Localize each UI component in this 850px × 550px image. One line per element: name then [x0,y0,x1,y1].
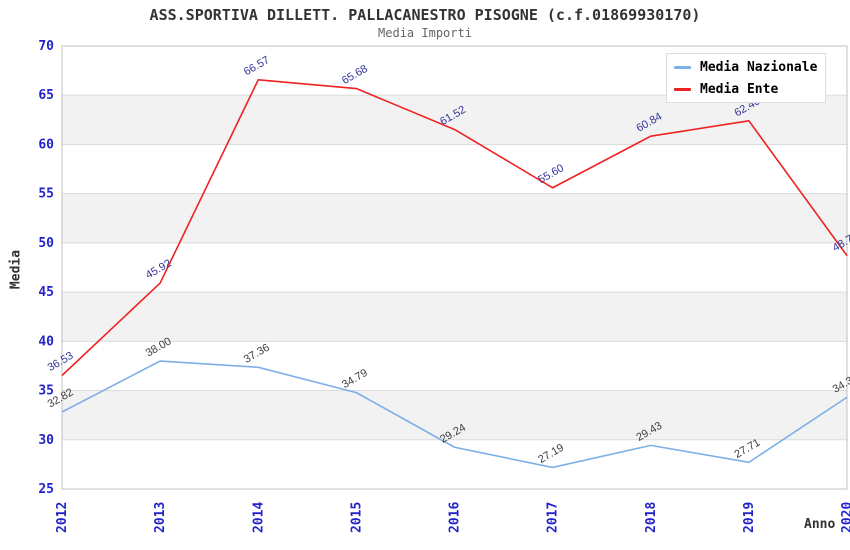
legend-item-media-nazionale: Media Nazionale [674,60,825,75]
legend-item-media-ente: Media Ente [674,82,825,97]
legend-line-icon [674,87,691,91]
svg-text:50: 50 [38,236,54,251]
svg-text:2013: 2013 [153,502,168,533]
svg-text:2015: 2015 [349,502,364,533]
svg-text:2019: 2019 [742,502,757,533]
svg-text:45.92: 45.92 [144,257,174,281]
legend: Media Nazionale Media Ente [666,53,826,103]
svg-text:66.57: 66.57 [242,54,272,78]
legend-label: Media Ente [700,81,779,97]
svg-text:65.68: 65.68 [340,63,370,87]
svg-text:30: 30 [38,433,54,448]
svg-text:25: 25 [38,482,54,497]
svg-text:2016: 2016 [448,502,463,533]
svg-text:2012: 2012 [55,502,70,533]
svg-text:45: 45 [38,285,54,300]
svg-text:55: 55 [38,187,54,202]
svg-text:70: 70 [38,39,54,54]
svg-text:35: 35 [38,384,54,399]
svg-text:60: 60 [38,137,54,152]
y-axis-title: Media [8,249,24,290]
legend-line-icon [674,65,691,69]
svg-text:37.36: 37.36 [242,342,272,366]
chart-subtitle: Media Importi [378,26,472,40]
chart-title: ASS.SPORTIVA DILLETT. PALLACANESTRO PISO… [149,6,701,24]
svg-text:2017: 2017 [546,502,561,533]
svg-text:2014: 2014 [251,502,266,533]
svg-text:27.19: 27.19 [536,442,566,466]
legend-label: Media Nazionale [700,59,818,75]
svg-text:2018: 2018 [644,502,659,533]
svg-text:40: 40 [38,334,54,349]
svg-text:34.79: 34.79 [340,367,370,391]
x-axis-title: Anno [804,517,836,532]
svg-text:65: 65 [38,88,54,103]
svg-text:36.53: 36.53 [46,350,76,374]
svg-text:2020: 2020 [840,502,850,533]
